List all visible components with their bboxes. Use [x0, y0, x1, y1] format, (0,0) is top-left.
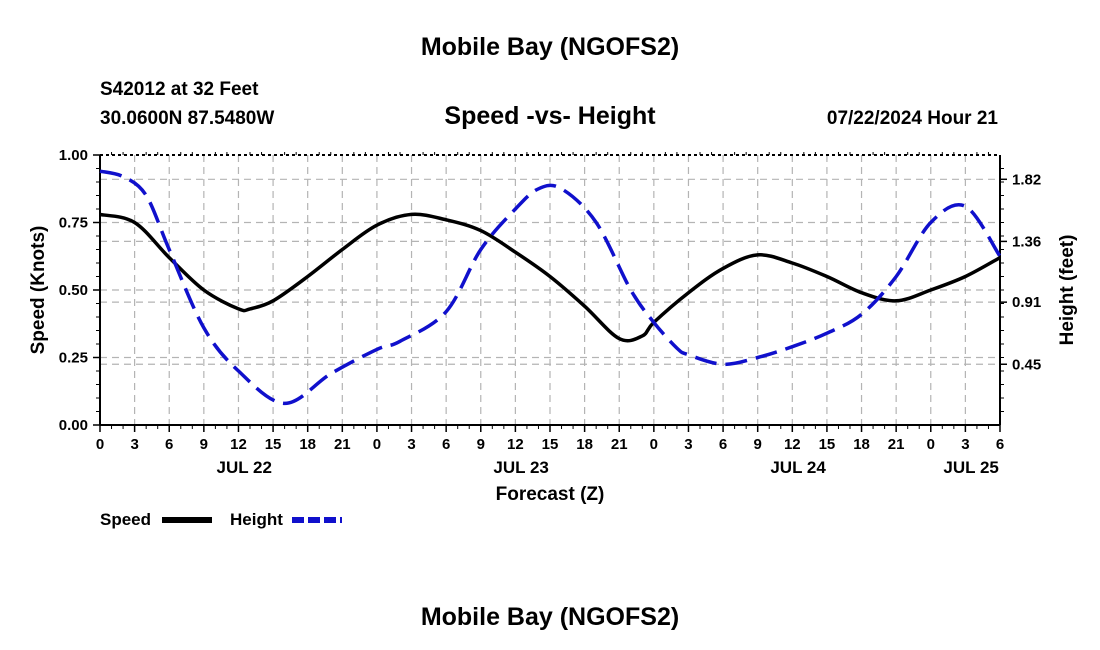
x-tick-label: 15: [542, 436, 559, 453]
station-coords: 30.0600N 87.5480W: [100, 108, 274, 129]
x-tick-label: 3: [130, 436, 138, 453]
day-label: JUL 24: [770, 458, 826, 477]
main-title: Mobile Bay (NGOFS2): [421, 33, 679, 61]
x-tick-label: 9: [200, 436, 208, 453]
x-tick-label: 18: [576, 436, 593, 453]
legend: Speed Height: [100, 510, 342, 529]
y-right-tick-label: 0.91: [1012, 294, 1041, 311]
axes-layer: [93, 152, 1007, 432]
x-tick-label: 3: [961, 436, 969, 453]
tick-labels-layer: 0 3 6 9 12 15 18 21 0 3 6 9 12 15 18 21 0 3 6 9 12 15 18 21 0 3 6 J…: [59, 147, 1041, 477]
y-left-tick-label: 0.50: [59, 282, 88, 299]
x-tick-label: 21: [611, 436, 628, 453]
station-name-depth: S42012 at 32 Feet: [100, 79, 259, 100]
day-label: JUL 22: [217, 458, 272, 477]
series-line-speed: [99, 212, 1001, 343]
bottom-title: Mobile Bay (NGOFS2): [421, 603, 679, 631]
legend-label-height: Height: [230, 510, 283, 529]
x-axis-title: Forecast (Z): [496, 484, 605, 505]
x-tick-label: 12: [230, 436, 247, 453]
x-tick-label: 15: [265, 436, 282, 453]
x-tick-label: 15: [819, 436, 836, 453]
y-right-tick-label: 0.45: [1012, 356, 1041, 373]
y-right-tick-label: 1.82: [1012, 171, 1041, 188]
series-line-height: [99, 169, 1002, 406]
x-tick-label: 0: [96, 436, 104, 453]
y-right-tick-label: 1.36: [1012, 233, 1041, 250]
run-time: 07/22/2024 Hour 21: [827, 108, 999, 129]
y-axis-left-title: Speed (Knots): [28, 226, 49, 355]
grid-layer: [100, 155, 1000, 425]
x-tick-label: 6: [996, 436, 1004, 453]
x-tick-label: 21: [334, 436, 351, 453]
y-left-tick-label: 0.00: [59, 417, 88, 434]
x-tick-label: 0: [373, 436, 381, 453]
y-left-tick-label: 1.00: [59, 147, 88, 164]
x-tick-label: 18: [853, 436, 870, 453]
x-tick-label: 21: [888, 436, 905, 453]
x-tick-label: 12: [507, 436, 524, 453]
y-axis-right-title: Height (feet): [1057, 235, 1078, 346]
x-tick-label: 12: [784, 436, 801, 453]
x-tick-label: 6: [165, 436, 173, 453]
x-tick-label: 9: [754, 436, 762, 453]
x-tick-label: 3: [407, 436, 415, 453]
x-tick-label: 6: [719, 436, 727, 453]
legend-label-speed: Speed: [100, 510, 151, 529]
day-label: JUL 25: [943, 458, 998, 477]
x-tick-label: 3: [684, 436, 692, 453]
x-tick-label: 6: [442, 436, 450, 453]
day-label: JUL 23: [493, 458, 548, 477]
y-left-tick-label: 0.75: [59, 215, 88, 232]
x-tick-label: 18: [299, 436, 316, 453]
x-tick-label: 9: [477, 436, 485, 453]
x-tick-label: 0: [650, 436, 658, 453]
chart-title: Speed -vs- Height: [444, 102, 656, 130]
series-layer: [99, 169, 1002, 406]
y-left-tick-label: 0.25: [59, 350, 88, 367]
x-tick-label: 0: [927, 436, 935, 453]
